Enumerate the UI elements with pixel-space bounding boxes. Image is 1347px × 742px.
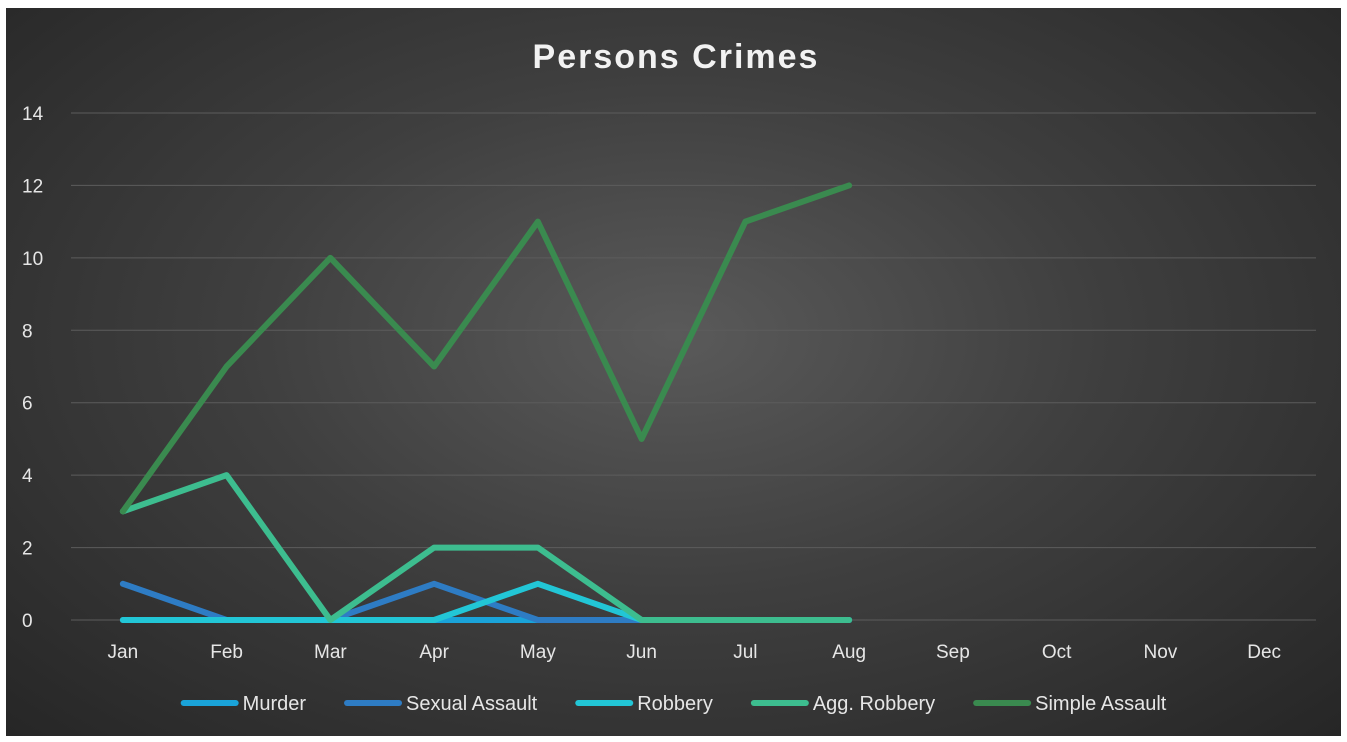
legend-label: Murder [243,693,307,715]
x-tick-label-jun: Jun [626,642,657,663]
y-tick-label: 6 [22,394,33,415]
x-tick-label-jan: Jan [108,642,139,663]
x-tick-label-sep: Sep [936,642,970,663]
x-tick-label-nov: Nov [1143,642,1177,663]
legend-label: Simple Assault [1035,693,1167,715]
series-line-simple-assault [119,182,853,515]
series-line-robbery [119,580,853,623]
y-tick-label: 12 [22,176,43,197]
y-tick-label: 10 [22,249,43,270]
legend-item-simple-assault: Simple Assault [973,693,1167,715]
legend: Murder Sexual Assault Robbery Agg. Robbery S… [180,693,1167,715]
y-tick-label: 8 [22,321,33,342]
x-tick-label-may: May [520,642,556,663]
x-tick-label-feb: Feb [210,642,243,663]
legend-item-sexual-assault: Sexual Assault [344,693,538,715]
x-tick-label-apr: Apr [419,642,449,663]
legend-label: Agg. Robbery [813,693,935,715]
legend-label: Sexual Assault [406,693,538,715]
legend-item-agg-robbery: Agg. Robbery [750,693,935,715]
y-tick-label: 2 [22,539,33,560]
y-tick-label: 4 [22,466,33,487]
y-tick-label: 14 [22,104,44,125]
chart-title: Persons Crimes [533,38,820,76]
series-line-agg-robbery [119,472,853,623]
series-lines [119,182,853,623]
x-tick-label-dec: Dec [1247,642,1281,663]
chart-frame: Persons Crimes 0 2 4 6 8 10 12 14 Jan Feb Mar Apr M… [6,8,1341,736]
y-tick-label: 0 [22,611,33,632]
line-chart: Persons Crimes 0 2 4 6 8 10 12 14 Jan Feb Mar Apr M… [22,38,1316,715]
gridlines [71,112,1316,621]
legend-item-murder: Murder [180,693,307,715]
x-tick-label-jul: Jul [733,642,757,663]
legend-item-robbery: Robbery [575,693,713,715]
x-axis-ticks: Jan Feb Mar Apr May Jun Jul Aug Sep Oct Nov Dec [108,642,1281,663]
x-tick-label-mar: Mar [314,642,347,663]
x-tick-label-aug: Aug [832,642,866,663]
y-axis-ticks: 0 2 4 6 8 10 12 14 [22,104,44,632]
x-tick-label-oct: Oct [1042,642,1072,663]
legend-label: Robbery [637,693,713,715]
